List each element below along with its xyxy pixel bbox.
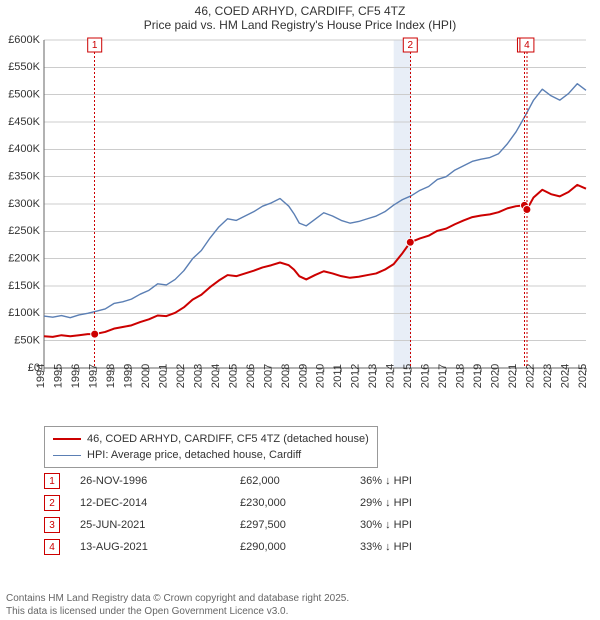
x-tick-label: 2022 [525, 364, 537, 388]
y-tick-label: £200K [8, 253, 40, 265]
sale-marker-number: 1 [92, 40, 98, 51]
sales-row: 4 13-AUG-2021£290,00033% ↓ HPI [44, 536, 564, 558]
sales-price: £230,000 [240, 497, 360, 509]
x-tick-label: 1996 [70, 364, 82, 388]
legend-row: HPI: Average price, detached house, Card… [53, 447, 369, 463]
sales-marker-box: 4 [44, 539, 60, 555]
sale-marker-number: 4 [524, 40, 530, 51]
x-tick-label: 2008 [280, 364, 292, 388]
sales-pct: 29% ↓ HPI [360, 497, 480, 509]
y-tick-label: £300K [8, 198, 40, 210]
x-tick-label: 2017 [437, 364, 449, 388]
x-tick-label: 2005 [227, 364, 239, 388]
legend-label: HPI: Average price, detached house, Card… [87, 449, 301, 461]
x-tick-label: 2012 [350, 364, 362, 388]
x-tick-label: 2000 [140, 364, 152, 388]
sale-dot [406, 238, 414, 246]
price-chart: £0£50K£100K£150K£200K£250K£300K£350K£400… [0, 34, 600, 414]
sales-table: 1 26-NOV-1996£62,00036% ↓ HPI 2 12-DEC-2014… [44, 470, 564, 558]
y-tick-label: £600K [8, 34, 40, 46]
x-tick-label: 2003 [192, 364, 204, 388]
y-tick-label: £400K [8, 143, 40, 155]
sales-pct: 33% ↓ HPI [360, 541, 480, 553]
sale-marker-number: 2 [408, 40, 414, 51]
sales-price: £62,000 [240, 475, 360, 487]
x-tick-label: 2006 [245, 364, 257, 388]
y-tick-label: £50K [14, 335, 40, 347]
sales-date: 25-JUN-2021 [80, 519, 240, 531]
footer-line-1: Contains HM Land Registry data © Crown c… [6, 592, 349, 605]
sales-price: £290,000 [240, 541, 360, 553]
sales-row: 2 12-DEC-2014£230,00029% ↓ HPI [44, 492, 564, 514]
x-tick-label: 1997 [87, 364, 99, 388]
y-tick-label: £550K [8, 61, 40, 73]
x-tick-label: 2007 [262, 364, 274, 388]
x-tick-label: 2013 [367, 364, 379, 388]
legend-swatch [53, 438, 81, 440]
x-tick-label: 2023 [542, 364, 554, 388]
legend-swatch [53, 455, 81, 456]
footer-line-2: This data is licensed under the Open Gov… [6, 605, 349, 618]
y-tick-label: £350K [8, 171, 40, 183]
x-tick-label: 2010 [315, 364, 327, 388]
x-tick-label: 2014 [385, 364, 397, 388]
x-tick-label: 2021 [507, 364, 519, 388]
sale-dot [91, 330, 99, 338]
x-tick-label: 2019 [472, 364, 484, 388]
sales-row: 3 25-JUN-2021£297,50030% ↓ HPI [44, 514, 564, 536]
x-tick-label: 2011 [332, 364, 344, 388]
y-tick-label: £500K [8, 89, 40, 101]
sales-pct: 36% ↓ HPI [360, 475, 480, 487]
x-tick-label: 1999 [122, 364, 134, 388]
sale-dot [523, 205, 531, 213]
x-tick-label: 2004 [210, 364, 222, 388]
x-tick-label: 2018 [455, 364, 467, 388]
sales-date: 26-NOV-1996 [80, 475, 240, 487]
sales-row: 1 26-NOV-1996£62,00036% ↓ HPI [44, 470, 564, 492]
x-tick-label: 2015 [402, 364, 414, 388]
y-tick-label: £450K [8, 116, 40, 128]
y-tick-label: £250K [8, 225, 40, 237]
y-tick-label: £150K [8, 280, 40, 292]
footer-attribution: Contains HM Land Registry data © Crown c… [6, 592, 349, 618]
sales-marker-box: 2 [44, 495, 60, 511]
x-tick-label: 1995 [52, 364, 64, 388]
sales-pct: 30% ↓ HPI [360, 519, 480, 531]
y-tick-label: £100K [8, 307, 40, 319]
sales-date: 13-AUG-2021 [80, 541, 240, 553]
x-tick-label: 2024 [560, 364, 572, 388]
chart-legend: 46, COED ARHYD, CARDIFF, CF5 4TZ (detach… [44, 426, 378, 468]
x-tick-label: 2016 [420, 364, 432, 388]
sales-marker-box: 1 [44, 473, 60, 489]
title-line-1: 46, COED ARHYD, CARDIFF, CF5 4TZ [0, 4, 600, 18]
sales-date: 12-DEC-2014 [80, 497, 240, 509]
x-tick-label: 1998 [105, 364, 117, 388]
legend-label: 46, COED ARHYD, CARDIFF, CF5 4TZ (detach… [87, 433, 369, 445]
x-tick-label: 2002 [175, 364, 187, 388]
sales-marker-box: 3 [44, 517, 60, 533]
legend-row: 46, COED ARHYD, CARDIFF, CF5 4TZ (detach… [53, 431, 369, 447]
x-tick-label: 2025 [577, 364, 589, 388]
x-tick-label: 1994 [35, 364, 47, 388]
sales-price: £297,500 [240, 519, 360, 531]
title-line-2: Price paid vs. HM Land Registry's House … [0, 18, 600, 32]
x-tick-label: 2009 [297, 364, 309, 388]
x-tick-label: 2020 [490, 364, 502, 388]
x-tick-label: 2001 [157, 364, 169, 388]
